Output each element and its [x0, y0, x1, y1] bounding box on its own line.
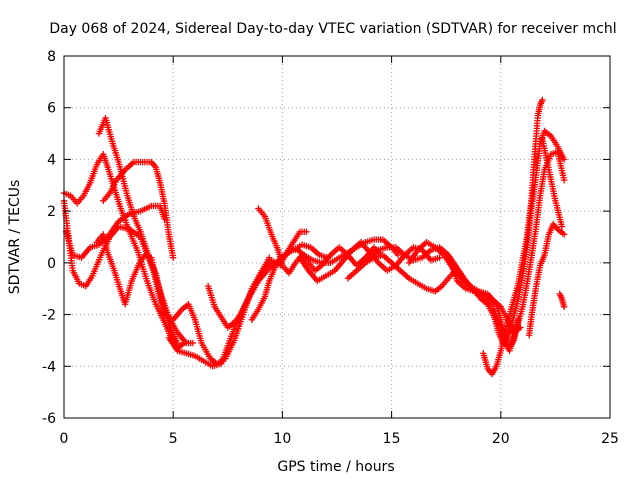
x-tick-label: 0	[60, 431, 69, 447]
series-track-19	[539, 135, 566, 230]
series-track-4	[95, 114, 181, 347]
y-tick-label: -4	[42, 359, 56, 375]
data-point	[189, 339, 197, 347]
y-tick-label: -2	[42, 308, 56, 324]
data-point	[539, 96, 546, 104]
y-tick-label: 8	[47, 49, 56, 65]
y-axis-label: SDTVAR / TECUs	[7, 180, 23, 295]
chart-title: Day 068 of 2024, Sidereal Day-to-day VTE…	[49, 21, 616, 37]
x-tick-label: 10	[273, 431, 291, 447]
plot-frame	[63, 55, 611, 419]
y-tick-label: 0	[47, 256, 56, 272]
data-point	[560, 156, 568, 163]
y-tick-label: 6	[47, 101, 56, 117]
y-tick-label: 2	[47, 204, 56, 220]
data-point	[394, 251, 402, 259]
data-point	[558, 223, 566, 230]
x-axis-label: GPS time / hours	[277, 459, 394, 475]
series-track-20	[556, 290, 568, 311]
series-track-8	[204, 241, 332, 331]
grid	[64, 56, 610, 418]
data-point	[303, 228, 310, 236]
series-track-18	[525, 220, 568, 339]
x-tick-label: 25	[601, 431, 619, 447]
series-track-1	[60, 151, 188, 352]
axis-ticks: 0 5 10 15 20 25 -6 -4 -2 0 2 4 6 8	[42, 49, 619, 447]
data-point	[560, 231, 568, 238]
series-track-5	[100, 158, 177, 261]
x-tick-label: 5	[169, 431, 178, 447]
data-point	[170, 254, 177, 261]
data-point	[560, 303, 568, 311]
x-tick-label: 20	[492, 431, 510, 447]
y-tick-label: -6	[42, 411, 56, 427]
series-track-17	[480, 96, 546, 378]
series-track-6	[93, 231, 273, 367]
data-point	[436, 254, 443, 261]
x-tick-label: 15	[383, 431, 401, 447]
y-tick-label: 4	[47, 152, 56, 168]
data-marks	[60, 96, 568, 378]
data-point	[560, 176, 568, 184]
series-track-3	[60, 197, 197, 347]
